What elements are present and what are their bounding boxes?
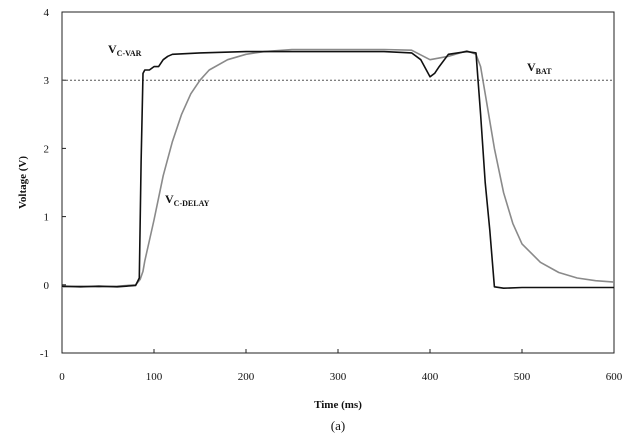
vc-delay-label: VC-DELAY bbox=[165, 192, 210, 208]
y-tick-label: 2 bbox=[44, 143, 50, 155]
vc-delay-label-main: V bbox=[165, 192, 174, 206]
vbat-label-main: V bbox=[527, 60, 536, 74]
x-tick-label: 300 bbox=[330, 371, 347, 383]
vc-var-series-line bbox=[61, 50, 614, 290]
x-tick-label: 0 bbox=[59, 371, 65, 383]
vbat-label: VBAT bbox=[527, 60, 552, 76]
y-axis-title: Voltage (V) bbox=[17, 156, 29, 209]
vbat-label-subscript: BAT bbox=[536, 67, 553, 76]
x-tick-label: 400 bbox=[422, 371, 439, 383]
axis-ticks: 0 100 200 300 400 500 600 4 3 2 1 0 -1 bbox=[40, 7, 623, 383]
y-tick-label: 4 bbox=[44, 7, 50, 19]
y-tick-label: -1 bbox=[40, 348, 49, 360]
x-tick-label: 500 bbox=[514, 371, 531, 383]
vc-delay-label-subscript: C-DELAY bbox=[174, 199, 210, 208]
y-tick-label: 3 bbox=[44, 75, 50, 87]
vc-var-label-main: V bbox=[108, 42, 117, 56]
x-tick-label: 100 bbox=[146, 371, 163, 383]
series-group bbox=[61, 48, 615, 290]
x-axis-title: Time (ms) bbox=[314, 399, 362, 411]
y-tick-label: 1 bbox=[44, 212, 50, 224]
vc-delay-series-line bbox=[61, 48, 615, 288]
vc-var-label-subscript: C-VAR bbox=[117, 49, 142, 58]
x-tick-label: 600 bbox=[606, 371, 623, 383]
x-tick-label: 200 bbox=[238, 371, 255, 383]
vc-var-label: VC-VAR bbox=[108, 42, 142, 58]
y-tick-label: 0 bbox=[44, 280, 50, 292]
figure-caption: (a) bbox=[331, 418, 345, 433]
